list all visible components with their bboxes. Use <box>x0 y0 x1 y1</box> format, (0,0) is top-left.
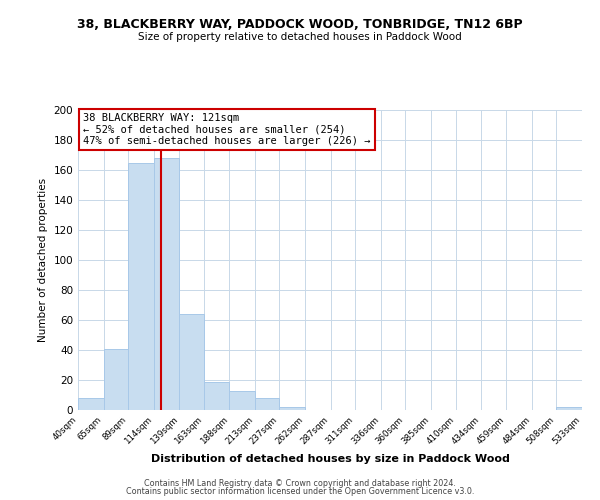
Bar <box>255 398 280 410</box>
Y-axis label: Number of detached properties: Number of detached properties <box>38 178 48 342</box>
Text: 38 BLACKBERRY WAY: 121sqm
← 52% of detached houses are smaller (254)
47% of semi: 38 BLACKBERRY WAY: 121sqm ← 52% of detac… <box>83 113 371 146</box>
Bar <box>104 348 128 410</box>
Bar <box>556 407 582 410</box>
Text: Size of property relative to detached houses in Paddock Wood: Size of property relative to detached ho… <box>138 32 462 42</box>
Bar <box>229 390 255 410</box>
Bar <box>179 314 204 410</box>
Text: Contains public sector information licensed under the Open Government Licence v3: Contains public sector information licen… <box>126 487 474 496</box>
Bar <box>280 407 305 410</box>
Bar <box>204 382 229 410</box>
Bar <box>154 158 179 410</box>
X-axis label: Distribution of detached houses by size in Paddock Wood: Distribution of detached houses by size … <box>151 454 509 464</box>
Text: 38, BLACKBERRY WAY, PADDOCK WOOD, TONBRIDGE, TN12 6BP: 38, BLACKBERRY WAY, PADDOCK WOOD, TONBRI… <box>77 18 523 30</box>
Text: Contains HM Land Registry data © Crown copyright and database right 2024.: Contains HM Land Registry data © Crown c… <box>144 478 456 488</box>
Bar <box>128 162 154 410</box>
Bar <box>78 398 104 410</box>
